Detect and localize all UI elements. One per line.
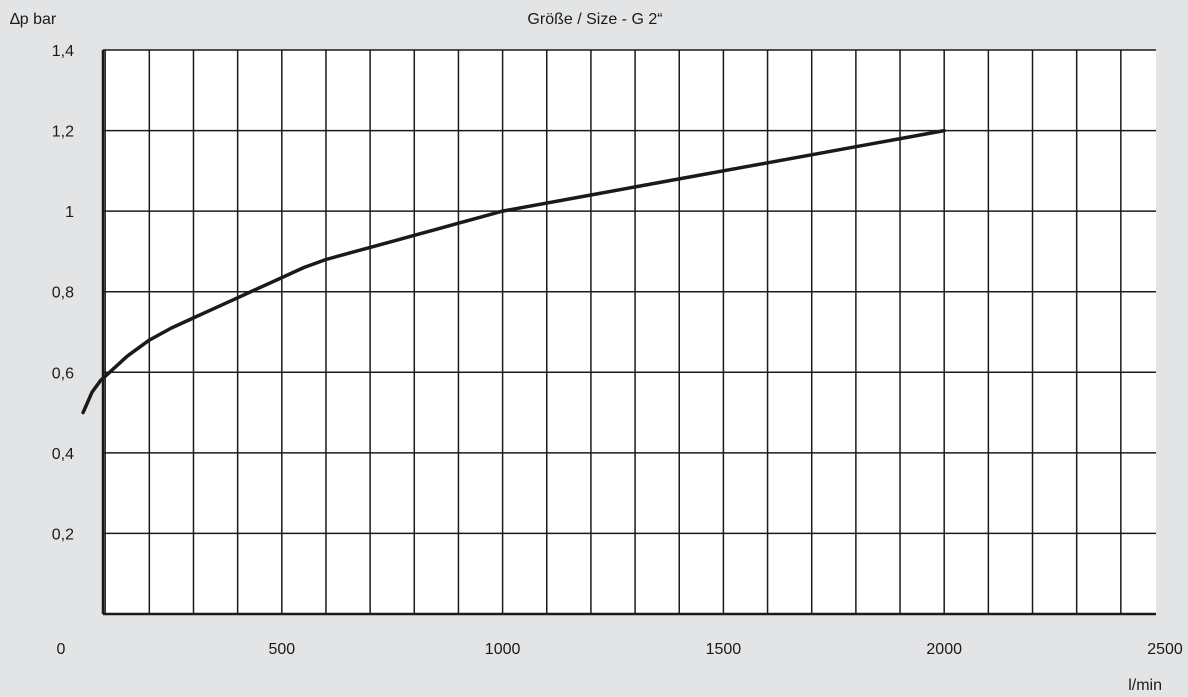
x-tick-label: 2000 bbox=[926, 641, 962, 658]
y-tick-label: 0,6 bbox=[52, 365, 74, 382]
y-tick-label: 0,2 bbox=[52, 526, 74, 543]
plot-area bbox=[103, 50, 1156, 614]
grid bbox=[101, 49, 1156, 616]
y-tick-label: 1 bbox=[65, 204, 74, 221]
series-line bbox=[81, 128, 946, 415]
y-tick-label: 0,8 bbox=[52, 285, 74, 302]
chart-title: Größe / Size - G 2“ bbox=[527, 11, 662, 28]
x-tick-label: 1000 bbox=[485, 641, 521, 658]
tick-labels: 0,2 0,4 0,6 0,8 1 1,2 1,4 0 500 1000 1500 2000 2500 bbox=[52, 43, 1183, 658]
x-tick-label: 2500 bbox=[1147, 641, 1183, 658]
x-tick-label: 0 bbox=[57, 641, 66, 658]
y-axis-label: ∆p bar bbox=[10, 11, 57, 28]
x-tick-label: 1500 bbox=[706, 641, 742, 658]
y-tick-label: 1,4 bbox=[52, 43, 74, 60]
x-axis-label: l/min bbox=[1128, 677, 1162, 694]
y-tick-label: 1,2 bbox=[52, 124, 74, 141]
y-tick-label: 0,4 bbox=[52, 446, 74, 463]
x-tick-label: 500 bbox=[268, 641, 295, 658]
